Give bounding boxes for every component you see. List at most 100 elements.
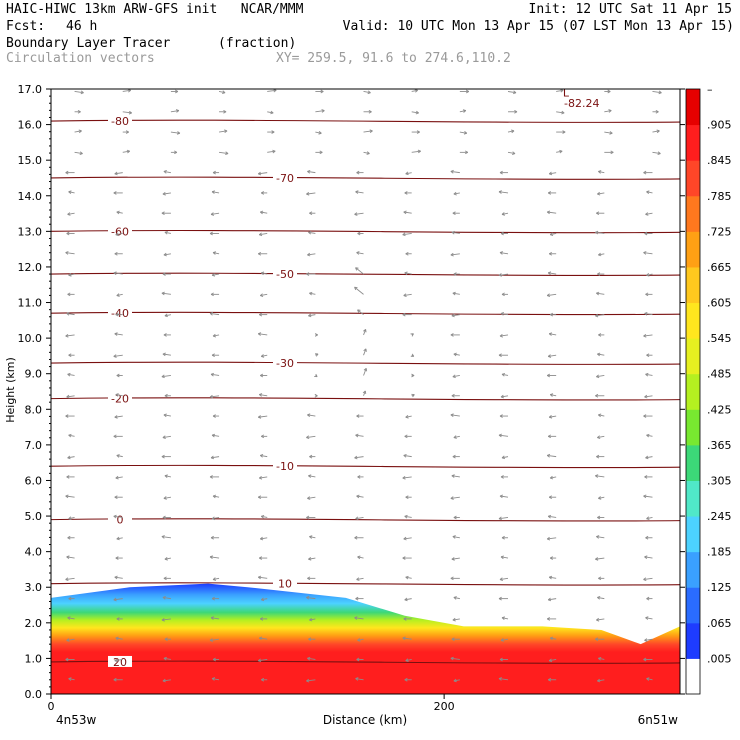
vector-arrowhead <box>113 597 117 602</box>
vector-label: Circulation vectors <box>6 51 155 66</box>
vector-arrowhead <box>402 556 406 560</box>
vector-arrowhead <box>356 251 360 255</box>
vector-arrow <box>67 373 75 376</box>
vector-arrowhead <box>68 433 72 438</box>
vector-arrowhead <box>113 434 117 439</box>
vector-arrowhead <box>314 393 318 398</box>
vector-arrow <box>652 91 662 94</box>
vector-arrow <box>645 212 653 215</box>
y-axis-label: Height (km) <box>4 357 17 423</box>
vector-arrowhead <box>116 454 120 458</box>
valid-time: Valid: 10 UTC Mon 13 Apr 15 (07 LST Mon … <box>342 19 734 34</box>
contour-label-bg <box>273 577 297 589</box>
vector-arrow <box>218 91 226 94</box>
vector-arrow <box>597 192 605 195</box>
y-tick-label: 10.0 <box>18 332 43 345</box>
vector-arrow <box>459 110 466 113</box>
vector-arrowhead <box>356 657 360 662</box>
tracer-fill <box>51 583 680 694</box>
vector-arrowhead <box>115 556 119 560</box>
vector-arrow <box>211 434 220 437</box>
colorbar-label: .605 <box>707 297 732 310</box>
vector-arrowhead <box>498 677 502 681</box>
vector-arrow <box>645 456 653 459</box>
vector-arrow <box>67 456 75 459</box>
vector-arrow <box>212 252 220 255</box>
vector-arrowhead <box>499 333 503 338</box>
vector-arrowhead <box>164 637 168 642</box>
vector-arrowhead <box>549 556 554 560</box>
contour-line <box>51 229 680 234</box>
vector-arrowhead <box>453 515 457 520</box>
vector-arrow <box>548 354 557 357</box>
vector-arrow <box>113 272 123 275</box>
colorbar-swatch <box>686 338 700 375</box>
vector-arrowhead <box>307 252 311 257</box>
vector-arrow <box>170 110 179 113</box>
vector-arrowhead <box>547 514 552 519</box>
colorbar: .005 .065 .125 .185 .245 .305 .365 .425 .485 .545… <box>685 83 732 695</box>
vector-arrow <box>500 556 509 559</box>
vector-arrow <box>68 273 75 276</box>
vector-arrowhead <box>113 354 117 358</box>
contour-label: -10 <box>276 460 294 473</box>
vector-arrowhead <box>354 212 358 216</box>
y-tick-label: 3.0 <box>25 581 43 594</box>
vector-arrowhead <box>163 170 167 174</box>
vector-arrowhead <box>404 191 408 195</box>
vector-arrowhead <box>597 352 601 357</box>
vector-arrowhead <box>416 130 420 134</box>
vector-arrow <box>498 517 509 520</box>
contour-label: -20 <box>111 393 129 406</box>
vector-arrowhead <box>598 413 602 418</box>
vector-arrow <box>65 334 75 337</box>
vector-arrow <box>404 598 412 601</box>
vector-arrowhead <box>67 292 71 297</box>
vector-arrow <box>595 557 605 560</box>
vector-arrow <box>306 596 316 600</box>
vector-arrowhead <box>548 251 553 256</box>
vector-arrowhead <box>319 150 323 155</box>
vector-arrowhead <box>259 293 264 297</box>
vector-arrowhead <box>452 454 456 459</box>
colorbar-swatch <box>686 622 700 659</box>
vector-arrowhead <box>306 435 310 440</box>
vector-arrow <box>405 415 412 418</box>
vector-arrowhead <box>315 353 319 357</box>
vector-arrowhead <box>309 535 313 539</box>
vector-arrowhead <box>270 110 274 115</box>
vector-arrow <box>113 354 123 357</box>
vector-arrow <box>307 496 316 499</box>
vector-arrowhead <box>369 129 373 133</box>
contour-label-bg <box>273 460 297 472</box>
vector-arrowhead <box>260 373 264 378</box>
vector-arrow <box>161 292 171 295</box>
y-tick-label: 4.0 <box>25 546 43 559</box>
vector-arrow <box>451 475 460 478</box>
vector-arrowhead <box>115 312 119 317</box>
vector-arrowhead <box>451 474 455 478</box>
colorbar-label: .065 <box>707 617 732 630</box>
vector-arrow <box>645 617 653 620</box>
vector-arrowhead <box>175 109 180 113</box>
vector-arrowhead <box>451 637 455 642</box>
vector-arrow <box>114 415 123 418</box>
vector-arrowhead <box>498 273 502 277</box>
vector-arrowhead <box>368 109 372 114</box>
vector-arrow <box>500 638 509 641</box>
vector-arrowhead <box>307 576 311 581</box>
vector-arrow <box>646 678 653 681</box>
vector-arrowhead <box>547 354 552 358</box>
vector-arrow <box>162 435 171 438</box>
vector-arrowhead <box>656 129 660 134</box>
vector-arrow <box>598 170 605 174</box>
vector-arrow <box>259 476 268 479</box>
vector-arrowhead <box>356 577 360 581</box>
vector-arrowhead <box>161 211 165 216</box>
vector-arrowhead <box>597 272 601 276</box>
vector-arrowhead <box>260 617 264 621</box>
colorbar-swatch <box>686 409 700 446</box>
vector-arrowhead <box>211 353 215 358</box>
vector-arrowhead <box>212 251 217 255</box>
vector-arrowhead <box>547 191 552 195</box>
